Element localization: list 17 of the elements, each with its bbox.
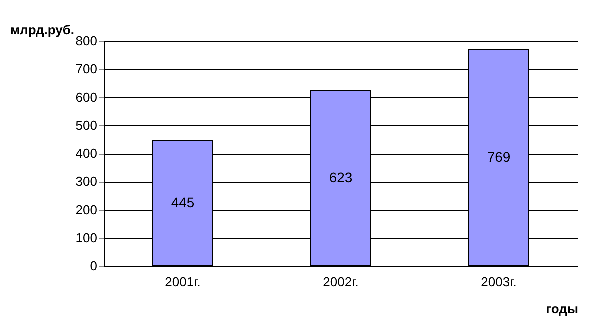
y-tick-label: 0 [90, 258, 98, 274]
x-tick-label: 2003г. [481, 274, 517, 290]
data-label: 623 [329, 169, 353, 186]
data-label: 769 [487, 148, 511, 165]
y-tick-label: 600 [76, 90, 98, 105]
y-tick-label: 400 [76, 146, 98, 161]
x-tick-label: 2002г. [323, 274, 359, 290]
y-tick-label: 700 [76, 62, 98, 77]
y-tick-label: 300 [76, 174, 98, 190]
data-label: 445 [171, 194, 195, 210]
y-tick-label: 100 [76, 230, 98, 246]
x-tick-label: 2001г. [165, 274, 201, 290]
y-tick-label: 200 [76, 202, 98, 218]
y-axis-title: млрд.руб. [10, 22, 74, 38]
y-tick-label: 500 [76, 118, 98, 133]
y-tick-label: 800 [76, 34, 98, 48]
x-axis-title: годы [546, 302, 578, 316]
